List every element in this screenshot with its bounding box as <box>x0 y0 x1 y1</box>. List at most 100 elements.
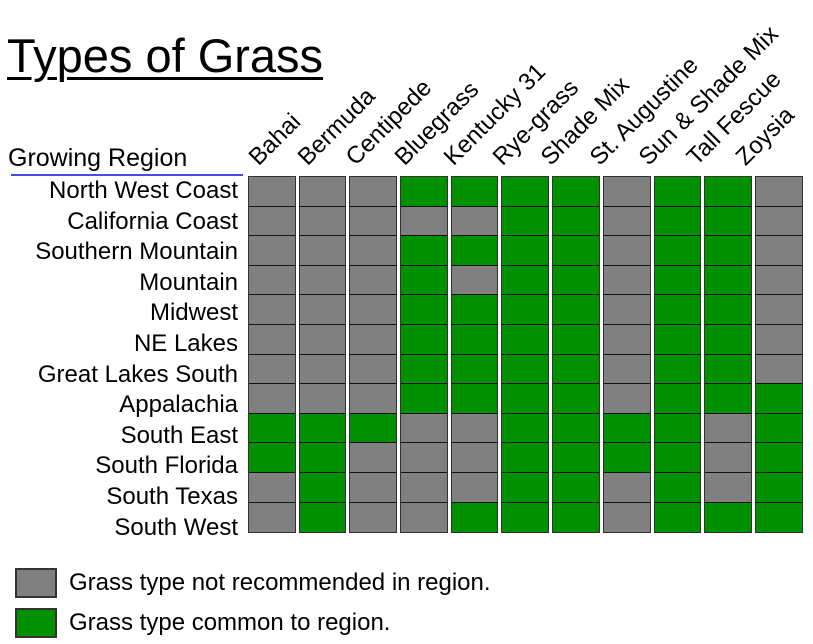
grid-cell <box>502 177 549 207</box>
grid-cell <box>603 236 650 266</box>
grid-cell <box>451 502 498 533</box>
row-label: North West Coast <box>49 177 238 204</box>
row-label: Appalachia <box>119 391 238 419</box>
grid-cell <box>603 295 650 325</box>
grid-cell <box>451 384 498 414</box>
grid-cell <box>705 177 751 207</box>
grid-cell <box>603 443 650 473</box>
grid-cell <box>755 206 802 237</box>
grid-cell <box>299 265 346 296</box>
grid-cell <box>755 354 802 385</box>
row-header-underline <box>11 174 243 176</box>
grid-cell <box>654 265 701 296</box>
grid-cell <box>249 443 295 473</box>
chart-title: Types of Grass <box>7 29 324 82</box>
grid-cell <box>350 413 397 444</box>
grid-cell <box>401 384 447 414</box>
grid-cell <box>755 472 802 503</box>
grid-cell <box>451 443 498 473</box>
grid-cell <box>249 236 295 266</box>
grid-cell <box>299 413 346 444</box>
grid-cell <box>553 502 599 533</box>
grid-cell <box>603 502 650 533</box>
grid-cell <box>451 177 498 207</box>
grid-cell <box>350 324 397 355</box>
legend-item: Grass type not recommended in region. <box>15 564 491 602</box>
grid-cell <box>401 236 447 266</box>
legend-swatch <box>15 568 57 598</box>
grid-column <box>552 176 600 534</box>
grid-cell <box>350 354 397 385</box>
grid-column <box>501 176 550 534</box>
grid-cell <box>350 236 397 266</box>
grid-cell <box>401 177 447 207</box>
grid-cell <box>249 206 295 237</box>
grid-cell <box>603 324 650 355</box>
row-label: South West <box>114 513 238 541</box>
grid-cell <box>502 354 549 385</box>
grid-cell <box>553 177 599 207</box>
grid-column <box>602 176 651 534</box>
grid-cell <box>755 502 802 533</box>
grid-cell <box>553 384 599 414</box>
grid-cell <box>755 177 802 207</box>
grid-cell <box>401 295 447 325</box>
grid-cell <box>249 472 295 503</box>
grid-cell <box>401 206 447 237</box>
grid-cell <box>755 236 802 266</box>
grid-cell <box>350 206 397 237</box>
column-header: Bahai <box>243 108 307 171</box>
row-labels: North West Coast California Coast Southern… <box>0 176 238 543</box>
grid-cell <box>705 206 751 237</box>
grid-cell <box>553 236 599 266</box>
grid-cell <box>249 502 295 533</box>
grid-cell <box>299 324 346 355</box>
grid-cell <box>451 295 498 325</box>
row-header-label: Growing Region <box>8 144 188 172</box>
grid-cell <box>553 265 599 296</box>
grid-cell <box>654 177 701 207</box>
grid-cell <box>350 443 397 473</box>
grid-cell <box>350 384 397 414</box>
grid-cell <box>603 354 650 385</box>
row-label: Southern Mountain <box>35 238 238 266</box>
grid-cell <box>299 354 346 385</box>
grid-column <box>450 176 499 534</box>
grid-cell <box>654 324 701 355</box>
grid-cell <box>705 413 751 444</box>
grid-cell <box>603 384 650 414</box>
grid-cell <box>451 206 498 237</box>
grid-cell <box>401 502 447 533</box>
grid-cell <box>502 472 549 503</box>
grid-cell <box>502 413 549 444</box>
row-label: NE Lakes <box>133 329 238 357</box>
legend-label: Grass type common to region. <box>69 609 391 636</box>
grid-cell <box>299 206 346 237</box>
grid-cell <box>502 295 549 325</box>
grid-cell <box>705 324 751 355</box>
grid-column <box>298 176 347 534</box>
grid-cell <box>603 472 650 503</box>
legend: Grass type not recommended in region. Gra… <box>15 564 491 644</box>
grid-cell <box>502 324 549 355</box>
grid-cell <box>502 236 549 266</box>
grid-cell <box>350 265 397 296</box>
grid-cell <box>553 413 599 444</box>
grid-cell <box>502 265 549 296</box>
grid-cell <box>705 265 751 296</box>
grid-cell <box>299 384 346 414</box>
grid-cell <box>654 236 701 266</box>
grid-cell <box>553 472 599 503</box>
grid-cell <box>755 324 802 355</box>
grid-cell <box>401 472 447 503</box>
grid-cell <box>451 324 498 355</box>
grid-cell <box>401 413 447 444</box>
grid-column <box>349 176 398 534</box>
grid-cell <box>502 502 549 533</box>
grid-cell <box>705 502 751 533</box>
grid-cell <box>299 443 346 473</box>
row-label: Great Lakes South <box>37 360 238 388</box>
row-label: South Texas <box>106 482 238 510</box>
grid-cell <box>755 295 802 325</box>
grid-cell <box>401 324 447 355</box>
